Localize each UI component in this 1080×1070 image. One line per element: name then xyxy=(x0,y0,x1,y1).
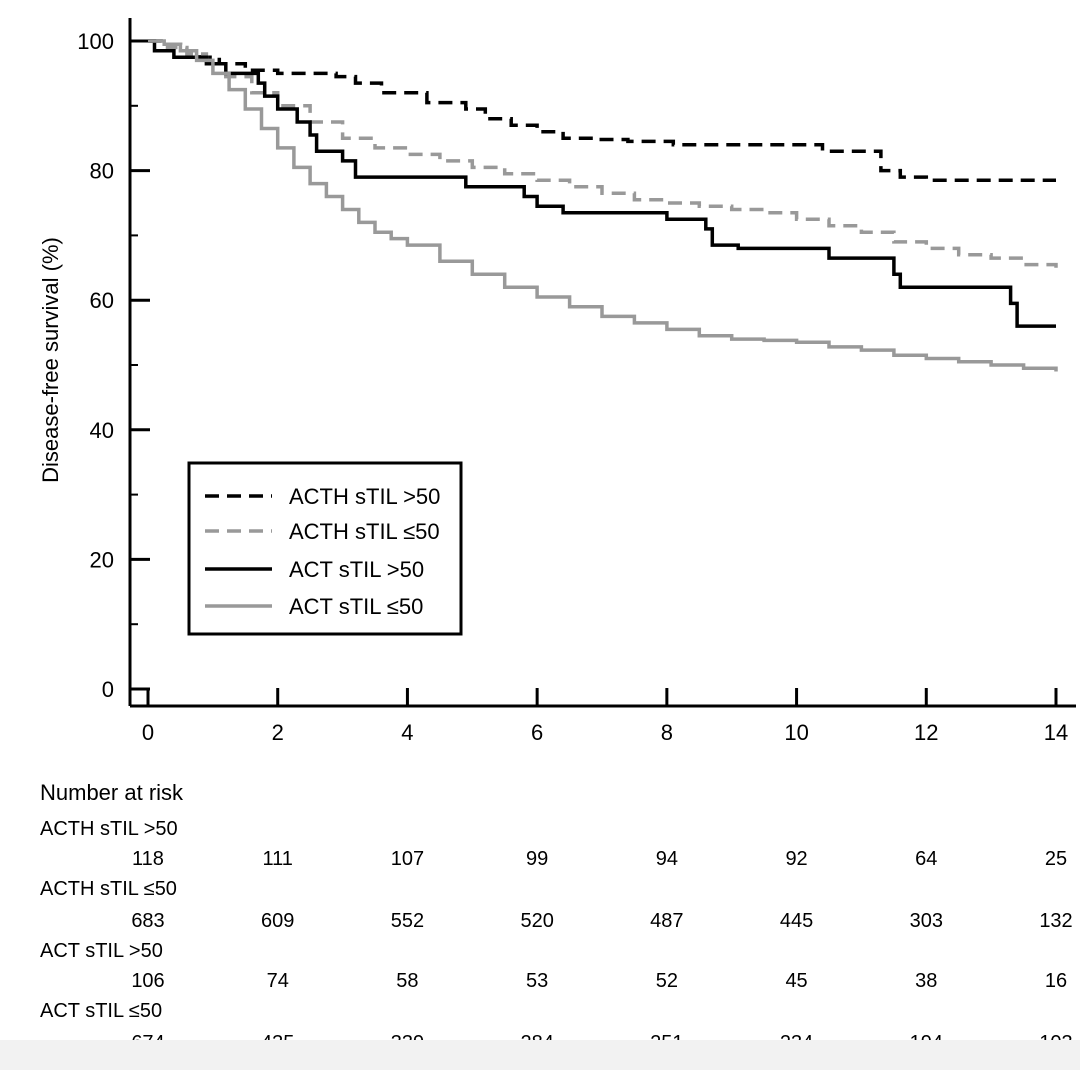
series-line-2 xyxy=(148,39,1056,328)
x-tick-label: 6 xyxy=(531,720,543,745)
risk-table: Number at risk ACTH sTIL >50 118 111 107 99… xyxy=(0,760,1080,1054)
x-tick-label: 4 xyxy=(401,720,413,745)
risk-row-label: ACT sTIL >50 xyxy=(40,940,163,962)
legend: ACTH sTIL >50 ACTH sTIL ≤50 ACT sTIL >50 AC… xyxy=(187,461,463,636)
km-chart: 0 20 40 60 80 100 0 2 4 6 8 10 12 14 Years Disease-free… xyxy=(38,18,1076,760)
risk-value: 99 xyxy=(526,848,549,870)
x-tick-label: 14 xyxy=(1044,720,1068,745)
x-tick-label: 2 xyxy=(272,720,284,745)
series-line-1 xyxy=(148,39,1058,268)
risk-value: 683 xyxy=(131,910,165,932)
legend-label: ACTH sTIL >50 xyxy=(289,484,440,509)
y-tick-label: 40 xyxy=(90,418,114,443)
risk-row-label: ACTH sTIL ≤50 xyxy=(40,878,177,900)
risk-value: 38 xyxy=(915,970,938,992)
y-tick-label: 100 xyxy=(77,29,114,54)
series-line-0 xyxy=(148,39,1056,183)
risk-value: 107 xyxy=(390,848,425,870)
risk-value: 64 xyxy=(915,848,938,870)
risk-value: 111 xyxy=(262,848,293,870)
risk-value: 445 xyxy=(779,910,814,932)
risk-value: 25 xyxy=(1044,848,1068,870)
y-tick-label: 20 xyxy=(90,547,114,572)
risk-value: 94 xyxy=(655,848,678,870)
risk-value: 520 xyxy=(520,910,554,932)
y-tick-label: 0 xyxy=(102,677,114,702)
x-tick-label: 0 xyxy=(142,720,154,745)
risk-value: 53 xyxy=(526,970,549,992)
risk-row: 683 609 552 520 487 445 303 132 xyxy=(0,910,1080,936)
risk-value: 552 xyxy=(390,910,425,932)
risk-value: 106 xyxy=(131,970,165,992)
y-axis-label: Disease-free survival (%) xyxy=(38,237,63,483)
x-tick-label: 12 xyxy=(914,720,938,745)
legend-label: ACTH sTIL ≤50 xyxy=(289,519,440,544)
series-line-3 xyxy=(148,39,1058,372)
y-tick-label: 60 xyxy=(90,288,114,313)
risk-row-label: ACT sTIL ≤50 xyxy=(40,1000,163,1022)
x-tick-label: 8 xyxy=(661,720,673,745)
risk-value: 58 xyxy=(396,970,419,992)
legend-label: ACT sTIL >50 xyxy=(289,557,424,582)
risk-value: 92 xyxy=(785,848,808,870)
risk-value: 132 xyxy=(1039,910,1073,932)
x-tick-label: 10 xyxy=(784,720,808,745)
risk-row-label: ACTH sTIL >50 xyxy=(40,818,178,840)
y-tick-label: 80 xyxy=(90,159,114,184)
series-layer xyxy=(148,39,1058,372)
risk-value: 52 xyxy=(655,970,678,992)
risk-value: 487 xyxy=(650,910,684,932)
risk-value: 16 xyxy=(1044,970,1068,992)
x-axis-label: Years xyxy=(593,757,648,760)
risk-value: 45 xyxy=(785,970,808,992)
risk-value: 303 xyxy=(909,910,943,932)
axes: 0 20 40 60 80 100 0 2 4 6 8 10 12 14 Years Disease-free… xyxy=(38,18,1076,760)
bottom-band xyxy=(0,1040,1080,1070)
risk-row: 118 111 107 99 94 92 64 25 xyxy=(0,848,1080,874)
risk-value: 74 xyxy=(266,970,289,992)
risk-value: 118 xyxy=(132,848,164,870)
risk-value: 609 xyxy=(261,910,295,932)
legend-label: ACT sTIL ≤50 xyxy=(289,594,423,619)
risk-row: 106 74 58 53 52 45 38 16 xyxy=(0,970,1080,996)
risk-table-title: Number at risk xyxy=(40,780,184,805)
